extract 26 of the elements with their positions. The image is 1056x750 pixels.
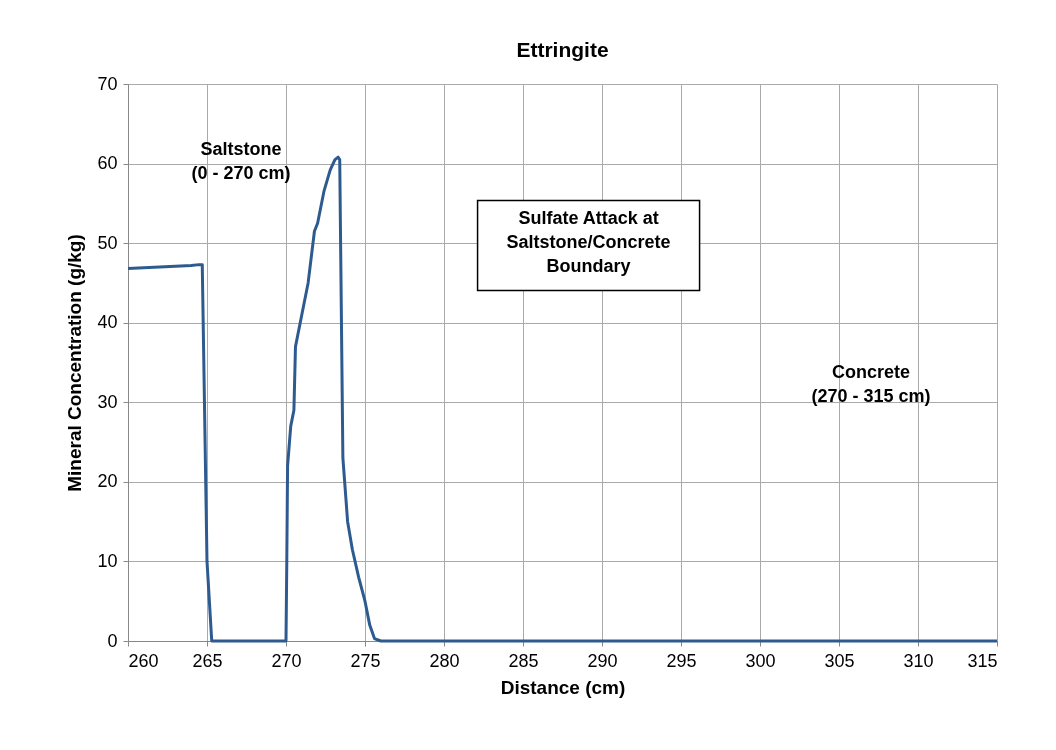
y-tick-label: 50 — [97, 232, 118, 253]
x-tick-label: 265 — [192, 650, 223, 671]
x-tick-label: 270 — [271, 650, 302, 671]
y-tick-label: 10 — [97, 550, 118, 571]
x-tick-label: 260 — [128, 650, 159, 671]
x-tick-label: 305 — [824, 650, 855, 671]
y-tick-label: 60 — [97, 153, 118, 174]
x-axis-title: Distance (cm) — [500, 676, 626, 698]
x-tick-label: 290 — [587, 650, 618, 671]
x-tick-label: 315 — [967, 650, 998, 671]
x-tick-label: 295 — [666, 650, 697, 671]
y-tick-label: 30 — [97, 391, 118, 412]
y-tick-label: 0 — [107, 630, 118, 651]
y-axis-title: Mineral Concentration (g/kg) — [64, 234, 86, 492]
chart-title: Ettringite — [516, 38, 609, 61]
y-tick-label: 40 — [97, 312, 118, 333]
y-tick-label: 70 — [97, 73, 118, 94]
x-tick-label: 275 — [350, 650, 381, 671]
x-tick-label: 285 — [508, 650, 539, 671]
annotation: Concrete (270 - 315 cm) — [811, 361, 931, 406]
x-tick-label: 310 — [903, 650, 934, 671]
y-tick-label: 20 — [97, 471, 118, 492]
annotation: Saltstone (0 - 270 cm) — [191, 138, 291, 183]
x-tick-label: 300 — [745, 650, 776, 671]
annotation: Sulfate Attack at Saltstone/Concrete Boundary — [506, 207, 671, 276]
x-tick-label: 280 — [429, 650, 460, 671]
